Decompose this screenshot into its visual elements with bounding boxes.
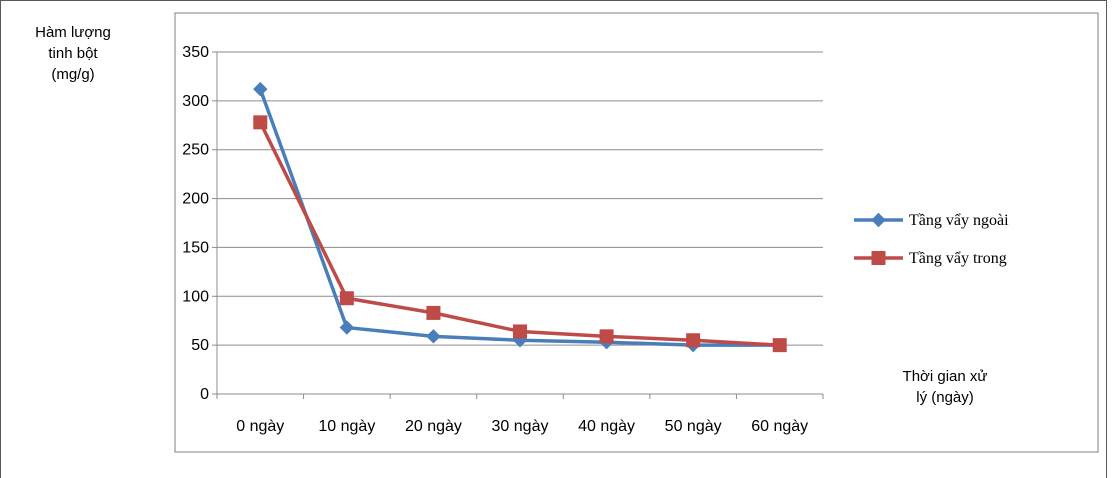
y-tick-label: 250 [182, 142, 209, 159]
x-tick-label: 10 ngày [318, 418, 375, 435]
x-axis-title-line: Thời gian xử [903, 368, 988, 385]
series-line [258, 88, 780, 347]
y-tick-label: 350 [182, 44, 209, 61]
series-marker [253, 81, 268, 97]
x-tick-label: 30 ngày [492, 418, 549, 435]
series-marker [599, 329, 614, 344]
y-tick-label: 50 [191, 337, 209, 354]
series-marker [686, 333, 701, 348]
y-axis-title-line: (mg/g) [51, 66, 94, 83]
series-marker [426, 305, 441, 320]
x-tick-label: 20 ngày [405, 418, 462, 435]
y-tick-label: 200 [182, 191, 209, 208]
x-axis-title: Thời gian xử lý (ngày) [903, 368, 988, 406]
series-marker [339, 320, 355, 335]
x-tick-label: 60 ngày [751, 418, 808, 435]
series-marker [871, 251, 886, 265]
x-tick-label: 50 ngày [665, 418, 722, 435]
y-axis-title-line: Hàm lượng [35, 24, 111, 41]
legend-label: Tầng vẩy trong [909, 250, 1007, 267]
y-tick-label: 300 [182, 93, 209, 110]
x-tick-label: 40 ngày [578, 418, 635, 435]
y-tick-label: 0 [200, 386, 209, 403]
series-marker [871, 212, 886, 228]
y-axis-title: Hàm lượng tinh bột (mg/g) [35, 24, 111, 83]
series-marker [513, 324, 527, 339]
y-tick-label: 150 [182, 239, 209, 256]
y-tick-label: 100 [182, 288, 209, 305]
x-axis-title-line: lý (ngày) [916, 389, 974, 406]
y-axis-title-line: tinh bột [48, 45, 98, 62]
series-line [258, 121, 780, 347]
series-marker [339, 291, 354, 306]
plot-area-border [174, 12, 1099, 453]
series-marker [426, 329, 441, 344]
x-tick-label: 0 ngày [236, 418, 284, 435]
series-marker [772, 338, 787, 353]
legend-label: Tầng vẩy ngoài [909, 212, 1009, 229]
series-marker [253, 115, 268, 130]
